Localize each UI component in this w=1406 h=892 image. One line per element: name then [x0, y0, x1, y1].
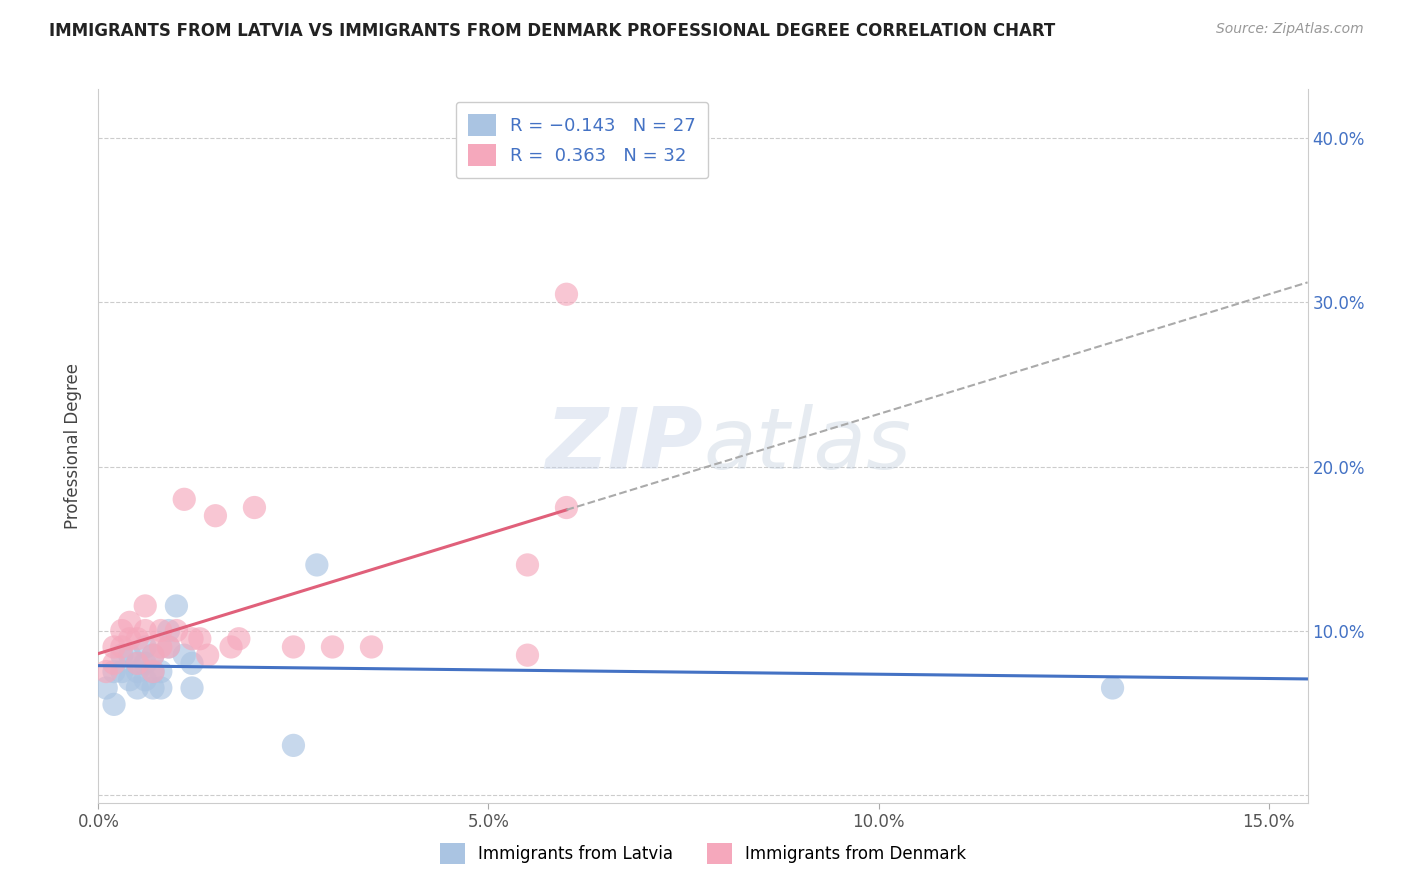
Point — [127, 657, 149, 671]
Point — [103, 665, 125, 679]
Point — [149, 681, 172, 695]
Text: ZIP: ZIP — [546, 404, 703, 488]
Point — [173, 648, 195, 662]
Point — [181, 657, 204, 671]
Point — [142, 665, 165, 679]
Point — [516, 648, 538, 662]
Point — [111, 624, 134, 638]
Point — [181, 681, 204, 695]
Point — [96, 681, 118, 695]
Point — [157, 624, 180, 638]
Legend: Immigrants from Latvia, Immigrants from Denmark: Immigrants from Latvia, Immigrants from … — [433, 837, 973, 871]
Point — [111, 640, 134, 654]
Point — [305, 558, 328, 572]
Point — [149, 665, 172, 679]
Point — [555, 287, 578, 301]
Point — [149, 624, 172, 638]
Point — [204, 508, 226, 523]
Point — [103, 698, 125, 712]
Point — [142, 665, 165, 679]
Point — [134, 657, 156, 671]
Point — [243, 500, 266, 515]
Point — [360, 640, 382, 654]
Point — [118, 648, 141, 662]
Point — [127, 657, 149, 671]
Point — [157, 640, 180, 654]
Point — [142, 648, 165, 662]
Text: Source: ZipAtlas.com: Source: ZipAtlas.com — [1216, 22, 1364, 37]
Point — [111, 648, 134, 662]
Point — [127, 665, 149, 679]
Point — [103, 640, 125, 654]
Point — [127, 681, 149, 695]
Point — [516, 558, 538, 572]
Point — [111, 665, 134, 679]
Point — [134, 673, 156, 687]
Point — [134, 624, 156, 638]
Point — [142, 648, 165, 662]
Text: atlas: atlas — [703, 404, 911, 488]
Legend: R = −0.143   N = 27, R =  0.363   N = 32: R = −0.143 N = 27, R = 0.363 N = 32 — [456, 102, 709, 178]
Point — [118, 615, 141, 630]
Point — [142, 681, 165, 695]
Y-axis label: Professional Degree: Professional Degree — [65, 363, 83, 529]
Point — [181, 632, 204, 646]
Point — [1101, 681, 1123, 695]
Point — [149, 640, 172, 654]
Point — [197, 648, 219, 662]
Point — [219, 640, 242, 654]
Point — [118, 673, 141, 687]
Point — [134, 640, 156, 654]
Point — [157, 640, 180, 654]
Point — [228, 632, 250, 646]
Point — [555, 500, 578, 515]
Point — [173, 492, 195, 507]
Point — [134, 599, 156, 613]
Point — [188, 632, 211, 646]
Point — [283, 739, 305, 753]
Point — [127, 632, 149, 646]
Point — [103, 657, 125, 671]
Point — [165, 624, 187, 638]
Point — [165, 599, 187, 613]
Text: IMMIGRANTS FROM LATVIA VS IMMIGRANTS FROM DENMARK PROFESSIONAL DEGREE CORRELATIO: IMMIGRANTS FROM LATVIA VS IMMIGRANTS FRO… — [49, 22, 1056, 40]
Point — [96, 665, 118, 679]
Point — [118, 632, 141, 646]
Point — [283, 640, 305, 654]
Point — [321, 640, 343, 654]
